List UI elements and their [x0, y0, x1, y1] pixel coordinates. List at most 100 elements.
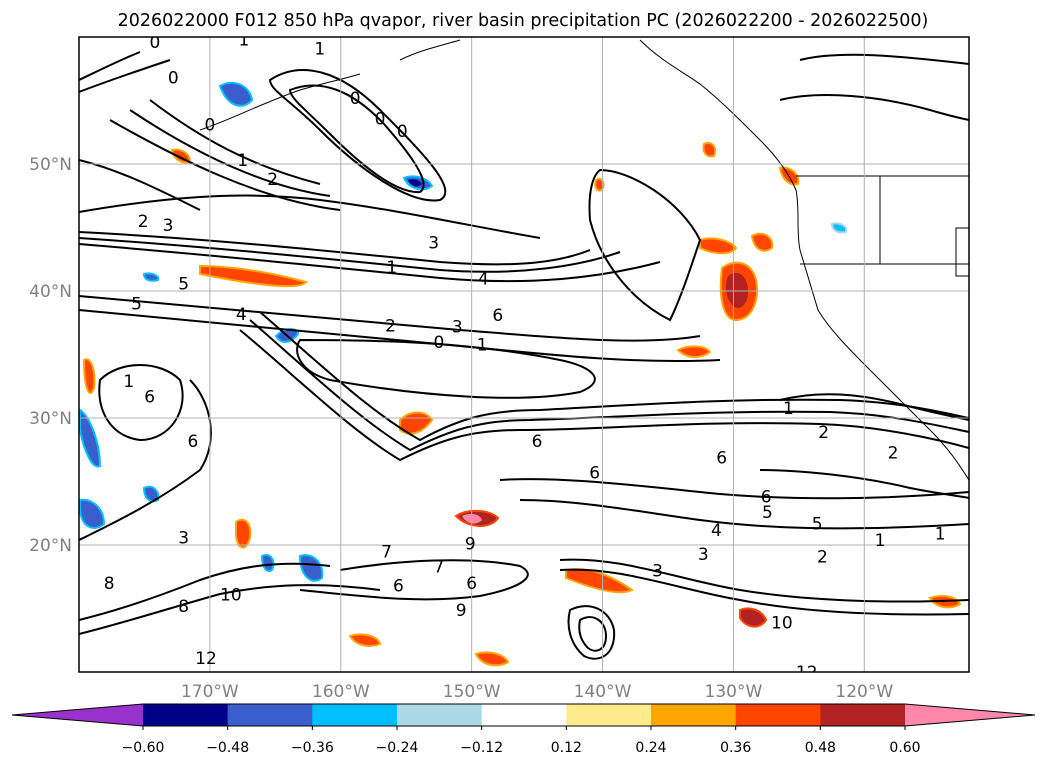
coastline — [955, 227, 969, 277]
contour-line — [249, 319, 969, 452]
contour-line — [799, 53, 969, 65]
colorbar-segment — [735, 704, 821, 726]
contour-line — [578, 616, 608, 652]
contour-label: 4 — [711, 521, 722, 541]
lon-tick-label: 160°W — [312, 682, 370, 702]
shading-patch — [298, 554, 324, 582]
colorbar-segment — [651, 704, 737, 726]
contour-label: 2 — [888, 443, 899, 463]
shading-patch — [830, 222, 848, 234]
shading-patch — [408, 179, 422, 187]
shading-patch — [142, 272, 160, 282]
contour-label: 1 — [237, 151, 248, 171]
colorbar-segment — [312, 704, 398, 726]
longitude-tick-labels: 170°W 160°W 150°W 140°W 130°W 120°W — [181, 682, 893, 702]
contour-label: 6 — [466, 574, 477, 594]
shading-patch — [474, 651, 510, 667]
contour-label: 2 — [817, 547, 828, 567]
contour-label: 5 — [762, 503, 773, 523]
shading-patch — [235, 518, 252, 549]
contour-label: 2 — [138, 212, 149, 232]
contour-label: 1 — [386, 258, 397, 278]
lat-tick-label: 20°N — [29, 536, 72, 556]
lon-tick-label: 150°W — [443, 682, 501, 702]
shading-patch — [348, 633, 382, 647]
colorbar-segment — [820, 704, 906, 726]
coastline — [639, 39, 969, 481]
contour-label: 6 — [144, 387, 155, 407]
contour-line — [567, 605, 616, 660]
contour-label: 3 — [178, 528, 189, 548]
colorbar-segment — [227, 704, 313, 726]
contour-line — [296, 338, 596, 399]
contour-label: 1 — [875, 531, 886, 551]
gridlines — [79, 37, 969, 672]
colorbar-tick-label: −0.48 — [206, 740, 249, 756]
colorbar-segment — [143, 704, 229, 726]
contour-label: 0 — [204, 116, 215, 136]
colorbar-tick-label: 0.12 — [551, 740, 582, 756]
contour-line — [98, 364, 184, 442]
colorbar-segment — [566, 704, 652, 726]
contour-label: 9 — [465, 535, 476, 555]
coastline — [399, 39, 461, 61]
lon-tick-label: 140°W — [574, 682, 632, 702]
contour-label: 6 — [187, 432, 198, 452]
lon-tick-label: 170°W — [181, 682, 239, 702]
contour-label: 5 — [131, 295, 142, 315]
shading-patch — [82, 358, 96, 394]
contour-line — [239, 329, 969, 462]
colorbar-tick-label: −0.36 — [291, 740, 334, 756]
contour-label: 1 — [314, 39, 325, 59]
contour-line — [79, 379, 212, 541]
contour-label: 4 — [478, 269, 489, 289]
contour-label: 6 — [761, 488, 772, 508]
contour-label: 0 — [149, 33, 160, 53]
contour-line — [759, 469, 969, 499]
colorbar-segment — [397, 704, 483, 726]
contour-line — [499, 478, 969, 500]
contour-label: 6 — [393, 577, 404, 597]
contour-label: 10 — [220, 586, 242, 606]
contour-label: 7 — [381, 542, 392, 562]
contour-label: 3 — [163, 216, 174, 236]
contour-line — [109, 119, 341, 211]
contour-label: 2 — [818, 423, 829, 443]
contour-label: 4 — [236, 305, 247, 325]
contour-label: 1 — [238, 31, 249, 51]
coastline — [199, 73, 361, 131]
contour-label: 0 — [434, 333, 445, 353]
shading-patch — [79, 498, 106, 529]
contour-line — [79, 295, 701, 342]
colorbar-tick-label: 0.36 — [720, 740, 751, 756]
shading-patch — [260, 554, 275, 572]
contour-label: 0 — [350, 89, 361, 109]
shading-patch — [79, 408, 102, 468]
contour-label: 5 — [812, 514, 823, 534]
shading-patch — [702, 142, 717, 158]
contour-line — [259, 311, 969, 442]
contour-label: 0 — [168, 69, 179, 89]
contour-label: 3 — [452, 318, 463, 338]
contour-line — [779, 393, 969, 421]
shading-patch — [739, 607, 768, 628]
lon-tick-label: 130°W — [705, 682, 763, 702]
colorbar-tick-label: −0.60 — [122, 740, 165, 756]
contour-label: 12 — [195, 649, 217, 669]
shading-patch — [199, 264, 308, 288]
contour-label: 5 — [178, 274, 189, 294]
contour-line — [79, 59, 171, 93]
contour-label: 0 — [397, 122, 408, 142]
lat-tick-label: 30°N — [29, 409, 72, 429]
contour-line — [79, 562, 331, 621]
contour-label: 1 — [477, 335, 488, 355]
contour-label: 8 — [178, 597, 189, 617]
coastlines — [199, 39, 969, 481]
contour-label: 6 — [492, 306, 503, 326]
contour-label: 12 — [796, 663, 818, 683]
contour-label: 2 — [385, 316, 396, 336]
shading-patch — [218, 81, 254, 107]
